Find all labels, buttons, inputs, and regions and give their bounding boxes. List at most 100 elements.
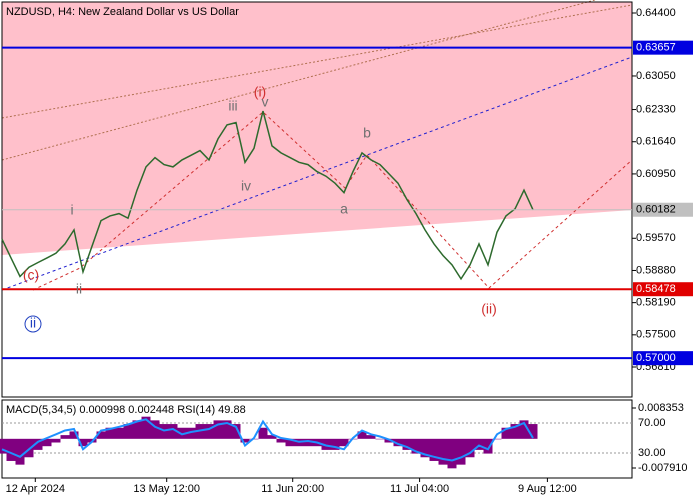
macd-bar xyxy=(456,438,466,465)
price-frame xyxy=(1,1,633,398)
wave-line xyxy=(32,111,633,291)
level-label-box xyxy=(633,282,693,297)
wave-label: a xyxy=(340,201,348,217)
macd-bar xyxy=(51,438,61,443)
y-tick-label: 0.58880 xyxy=(636,264,676,276)
y-tick-label: 0.008353 xyxy=(638,402,684,414)
wave-label: ii xyxy=(76,281,82,297)
macd-bar xyxy=(501,427,511,439)
rsi-line xyxy=(1,418,534,462)
wave-label: i xyxy=(70,202,73,218)
macd-bar xyxy=(105,427,115,439)
level-label: 0.58478 xyxy=(636,283,676,295)
wave-label: iii xyxy=(228,98,237,114)
macd-bar xyxy=(150,420,160,439)
macd-bar xyxy=(222,420,232,439)
channel-line xyxy=(1,56,633,291)
chart-title: NZDUSD, H4: New Zealand Dollar vs US Dol… xyxy=(6,6,239,18)
target-zone xyxy=(2,2,632,255)
macd-bar xyxy=(78,438,88,447)
macd-bar xyxy=(69,431,79,439)
wave-label: b xyxy=(363,125,371,141)
y-tick-label: 0.60950 xyxy=(636,168,676,180)
macd-bar xyxy=(447,438,457,469)
macd-bar xyxy=(42,438,52,447)
macd-bar xyxy=(483,438,493,454)
wave-circle xyxy=(24,315,42,333)
macd-bar xyxy=(204,424,214,439)
macd-bar xyxy=(33,438,43,450)
macd-bar xyxy=(339,438,349,447)
x-tick-label: 9 Aug 12:00 xyxy=(518,483,577,495)
level-label: 0.63657 xyxy=(636,42,676,54)
wave-label: (i) xyxy=(254,84,266,100)
macd-bar xyxy=(420,438,430,458)
wave-label: ii xyxy=(30,315,36,331)
y-tick-label: 0.62330 xyxy=(636,103,676,115)
macd-bar xyxy=(429,438,439,461)
macd-bar xyxy=(132,420,142,439)
level-label-box xyxy=(633,351,693,366)
macd-bar xyxy=(465,438,475,458)
macd-bar xyxy=(186,427,196,439)
macd-bar xyxy=(384,438,394,443)
macd-bar xyxy=(303,438,313,447)
macd-bar xyxy=(15,438,25,465)
macd-bar xyxy=(411,438,421,454)
x-tick-label: 13 May 12:00 xyxy=(133,483,200,495)
y-tick-label: 0.59570 xyxy=(636,232,676,244)
macd-bar xyxy=(528,424,538,439)
channel-line xyxy=(1,4,633,119)
macd-bar xyxy=(114,427,124,439)
macd-bar xyxy=(330,438,340,450)
macd-bar xyxy=(357,431,367,439)
macd-bar xyxy=(96,431,106,439)
wave-label: (ii) xyxy=(481,301,497,317)
wave-label: (c) xyxy=(23,267,39,283)
macd-bar xyxy=(231,424,241,439)
macd-bar xyxy=(0,438,7,454)
y-tick-label: 0.64400 xyxy=(636,7,676,19)
macd-bar xyxy=(60,435,70,439)
x-tick-label: 11 Jul 04:00 xyxy=(390,483,449,495)
macd-bar xyxy=(366,435,376,439)
macd-bar xyxy=(492,438,502,440)
y-tick-label: 0.61640 xyxy=(636,136,676,148)
y-tick-label: 0.58190 xyxy=(636,297,676,309)
indicator-title: MACD(5,34,5) 0.000998 0.002448 RSI(14) 4… xyxy=(6,404,246,416)
macd-bar xyxy=(141,416,151,439)
x-tick-label: 12 Apr 2024 xyxy=(6,483,65,495)
macd-bar xyxy=(258,427,268,439)
macd-bar xyxy=(168,424,178,439)
macd-bar xyxy=(519,420,529,439)
level-label-box xyxy=(633,40,693,55)
y-tick-label: 0.57500 xyxy=(636,329,676,341)
trend-lines xyxy=(1,0,633,291)
macd-bar xyxy=(285,438,295,447)
x-tick-label: 11 Jun 20:00 xyxy=(261,483,324,495)
macd-bar xyxy=(438,438,448,465)
y2-tick-label: 70.00 xyxy=(638,417,666,429)
macd-bar xyxy=(240,438,250,443)
level-label: 0.60182 xyxy=(636,204,676,216)
channel-line xyxy=(1,0,597,161)
y-tick-label: 0.63050 xyxy=(636,70,676,82)
level-label-box xyxy=(633,202,693,217)
macd-bar xyxy=(6,438,16,461)
macd-bar xyxy=(393,438,403,447)
y-tick-label: -0.007910 xyxy=(638,462,688,474)
level-label: 0.57000 xyxy=(636,352,676,364)
wave-label: iv xyxy=(241,178,251,194)
y2-tick-label: 30.00 xyxy=(638,447,666,459)
macd-bar xyxy=(321,438,331,450)
wave-label: v xyxy=(262,94,269,110)
macd-bar xyxy=(213,420,223,439)
price-line xyxy=(1,110,534,281)
macd-bar xyxy=(267,435,277,439)
macd-bar xyxy=(375,438,385,440)
macd-bar xyxy=(123,424,133,439)
macd-bar xyxy=(276,438,286,443)
macd-bar xyxy=(474,438,484,450)
